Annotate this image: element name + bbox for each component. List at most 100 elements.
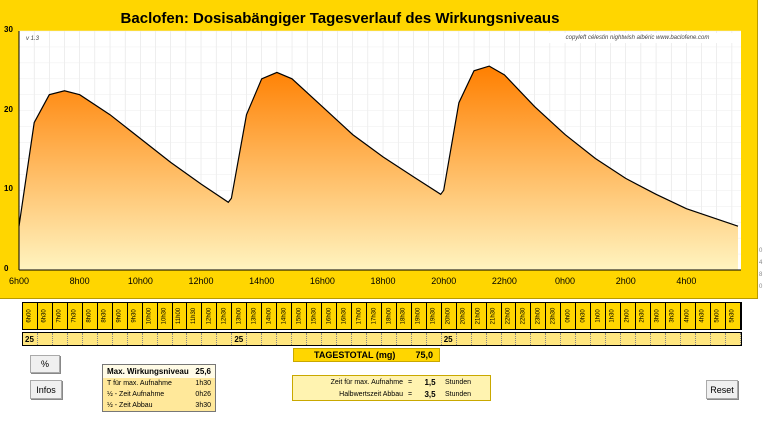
hour-cell: 23h30 — [546, 303, 562, 329]
dose-cell[interactable]: 25 — [442, 333, 457, 345]
hour-cell: 18h30 — [397, 303, 412, 329]
dose-cell[interactable] — [292, 333, 308, 345]
reset-button[interactable]: Reset — [706, 380, 738, 399]
x-tick-label: 8h00 — [69, 276, 90, 286]
y-tick-label: 0 — [4, 264, 9, 273]
hour-cell: 15h30 — [307, 303, 323, 329]
right-scale-label: 0 — [759, 248, 763, 254]
dose-cell[interactable] — [651, 333, 666, 345]
hour-cell-label: 18h00 — [385, 307, 392, 325]
percent-button[interactable]: % — [30, 355, 60, 373]
dose-cell[interactable] — [367, 333, 382, 345]
param-label: Halbwertszeit Abbau — [339, 390, 403, 398]
dose-cell[interactable] — [187, 333, 203, 345]
daily-total-label: TAGESTOTAL (mg) — [314, 350, 396, 360]
dose-cell[interactable] — [502, 333, 517, 345]
dose-cell[interactable] — [128, 333, 143, 345]
hour-cell-label: 5h00 — [714, 309, 721, 323]
hour-cell: 4h30 — [696, 303, 711, 329]
dose-cell[interactable] — [217, 333, 233, 345]
x-tick-label: 12h00 — [188, 276, 214, 286]
param-unit: Stunden — [445, 390, 472, 398]
dose-cell[interactable] — [487, 333, 502, 345]
dose-cell[interactable] — [531, 333, 547, 345]
info-row: ½ - Zeit Aufnahme 0h26 — [103, 389, 215, 400]
y-tick-label: 20 — [4, 104, 13, 114]
hour-cell: 11h30 — [187, 303, 203, 329]
hour-cell: 0h30 — [576, 303, 592, 329]
right-scale-label: 0 — [759, 284, 763, 290]
chart-area — [18, 30, 741, 271]
dose-cell[interactable] — [621, 333, 637, 345]
hour-cell-label: 13h30 — [251, 307, 258, 325]
hour-cell: 10h30 — [158, 303, 173, 329]
dose-cell[interactable] — [457, 333, 472, 345]
dose-cell[interactable] — [352, 333, 367, 345]
info-row: T für max. Aufnahme 1h30 — [103, 378, 215, 389]
x-tick-label: 2h00 — [615, 276, 636, 286]
dose-cell[interactable] — [262, 333, 278, 345]
dose-cell[interactable] — [591, 333, 607, 345]
hour-cell: 1h00 — [591, 303, 607, 329]
dose-cell[interactable] — [173, 333, 188, 345]
dose-cell[interactable] — [83, 333, 98, 345]
hour-cell-label: 15h30 — [311, 307, 318, 325]
parameter-box: Zeit für max. Aufnahme = 1,5 Stunden Hal… — [292, 375, 491, 401]
hour-cell-label: 7h00 — [56, 309, 63, 323]
hour-cell-label: 22h00 — [505, 307, 512, 325]
dose-cell[interactable] — [247, 333, 263, 345]
dose-cell[interactable] — [561, 333, 577, 345]
hour-cell-label: 13h00 — [236, 307, 243, 325]
infos-button[interactable]: Infos — [30, 380, 62, 399]
dose-cell[interactable] — [681, 333, 696, 345]
hour-cell: 19h30 — [427, 303, 442, 329]
dose-cell[interactable] — [696, 333, 711, 345]
info-max-value: 25,6 — [195, 367, 211, 376]
dose-cell[interactable] — [143, 333, 158, 345]
hour-cell: 21h30 — [487, 303, 502, 329]
dose-cell[interactable] — [382, 333, 397, 345]
dose-cell[interactable] — [322, 333, 338, 345]
dose-cell[interactable] — [666, 333, 681, 345]
param-row-absorption: Zeit für max. Aufnahme = 1,5 Stunden — [293, 376, 490, 388]
dose-cell[interactable]: 25 — [232, 333, 248, 345]
dose-cell[interactable] — [98, 333, 113, 345]
hour-cell: 12h00 — [202, 303, 218, 329]
hour-cell: 23h00 — [531, 303, 547, 329]
absorption-time-input[interactable]: 1,5 — [424, 377, 436, 387]
chart-title: Baclofen: Dosisabängiger Tagesverlauf de… — [120, 10, 560, 27]
dose-cell[interactable] — [576, 333, 592, 345]
hour-cell: 2h00 — [621, 303, 637, 329]
dose-cell[interactable] — [516, 333, 532, 345]
dose-cell[interactable] — [397, 333, 412, 345]
hour-cell-label: 19h00 — [415, 307, 422, 325]
x-tick-label: 22h00 — [491, 276, 517, 286]
hour-cell-label: 22h30 — [520, 307, 527, 325]
hour-cell-label: 9h00 — [116, 309, 123, 323]
hour-cell-label: 20h00 — [445, 307, 452, 325]
dose-cell[interactable]: 25 — [23, 333, 38, 345]
dose-cell[interactable] — [726, 333, 741, 345]
dose-cell[interactable] — [636, 333, 652, 345]
dose-cell[interactable] — [711, 333, 726, 345]
dose-cell[interactable] — [337, 333, 352, 345]
dose-cell[interactable] — [68, 333, 83, 345]
dose-cell[interactable] — [113, 333, 128, 345]
hour-cell-label: 23h30 — [550, 307, 557, 325]
dose-cell[interactable] — [277, 333, 293, 345]
dose-cell[interactable] — [412, 333, 427, 345]
halflife-input[interactable]: 3,5 — [424, 389, 436, 399]
x-tick-label: 14h00 — [249, 276, 275, 286]
dose-cell[interactable] — [606, 333, 622, 345]
dose-cell[interactable] — [427, 333, 442, 345]
dose-cell[interactable] — [158, 333, 173, 345]
dose-cell[interactable] — [38, 333, 53, 345]
dose-cell[interactable] — [307, 333, 323, 345]
dose-cell[interactable] — [546, 333, 562, 345]
x-tick-label: 18h00 — [370, 276, 396, 286]
dose-cell[interactable] — [472, 333, 487, 345]
dose-cell[interactable] — [53, 333, 68, 345]
hour-cell-label: 6h30 — [41, 309, 48, 323]
dose-cell[interactable] — [202, 333, 218, 345]
dose-input-row: 25 25 25 — [22, 332, 742, 346]
